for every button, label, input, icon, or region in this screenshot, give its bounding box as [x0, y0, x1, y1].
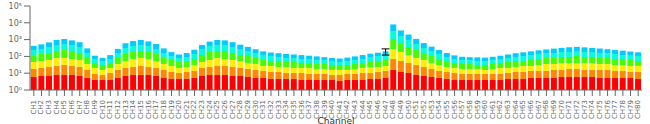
svg-text:CH47: CH47	[381, 100, 390, 120]
svg-text:CH46: CH46	[374, 100, 383, 120]
svg-text:CH63: CH63	[504, 100, 513, 120]
svg-text:CH78: CH78	[618, 100, 627, 120]
svg-text:CH30: CH30	[251, 100, 260, 120]
svg-text:CH21: CH21	[182, 100, 191, 120]
svg-text:CH69: CH69	[550, 100, 558, 120]
svg-text:CH22: CH22	[190, 100, 199, 120]
svg-text:CH65: CH65	[519, 100, 528, 120]
svg-text:CH31: CH31	[259, 100, 268, 120]
svg-text:CH67: CH67	[534, 100, 543, 120]
svg-text:CH1: CH1	[29, 100, 38, 115]
svg-text:CH60: CH60	[481, 100, 490, 120]
svg-text:CH23: CH23	[198, 100, 207, 120]
svg-text:CH36: CH36	[297, 100, 306, 120]
svg-text:CH77: CH77	[611, 100, 620, 120]
svg-text:CH14: CH14	[129, 100, 138, 120]
svg-text:10⁴: 10⁴	[9, 19, 22, 28]
svg-text:CH35: CH35	[289, 100, 298, 120]
svg-text:CH9: CH9	[91, 100, 99, 115]
svg-text:CH4: CH4	[52, 100, 61, 115]
svg-text:CH74: CH74	[588, 100, 597, 120]
svg-text:CH64: CH64	[511, 100, 520, 120]
svg-text:CH20: CH20	[175, 100, 184, 120]
svg-text:CH70: CH70	[557, 100, 566, 120]
svg-text:CH6: CH6	[68, 100, 77, 115]
svg-text:Channel: Channel	[318, 116, 355, 124]
svg-text:CH5: CH5	[60, 100, 69, 115]
svg-text:CH3: CH3	[45, 100, 54, 115]
svg-text:CH26: CH26	[221, 100, 230, 120]
svg-text:10¹: 10¹	[9, 69, 22, 78]
svg-text:CH53: CH53	[427, 100, 436, 120]
svg-text:CH61: CH61	[488, 100, 497, 120]
svg-text:10³: 10³	[9, 35, 22, 44]
svg-text:10²: 10²	[9, 52, 22, 61]
svg-text:CH51: CH51	[412, 100, 421, 120]
svg-text:CH50: CH50	[404, 100, 413, 120]
svg-text:CH13: CH13	[121, 100, 130, 120]
svg-text:CH56: CH56	[450, 100, 459, 120]
svg-text:CH80: CH80	[634, 100, 642, 119]
svg-text:CH44: CH44	[358, 100, 367, 120]
svg-text:10⁰: 10⁰	[9, 86, 22, 95]
svg-text:CH52: CH52	[420, 100, 428, 120]
svg-text:CH73: CH73	[580, 100, 589, 120]
svg-text:CH58: CH58	[465, 100, 474, 120]
svg-text:CH12: CH12	[114, 100, 122, 120]
svg-text:CH10: CH10	[98, 100, 107, 120]
svg-text:CH17: CH17	[152, 100, 161, 120]
svg-text:CH28: CH28	[236, 100, 245, 120]
svg-text:CH11: CH11	[106, 100, 115, 120]
svg-text:CH48: CH48	[389, 100, 398, 120]
svg-text:CH45: CH45	[366, 100, 375, 120]
svg-text:CH55: CH55	[442, 100, 451, 120]
svg-text:CH25: CH25	[213, 100, 222, 120]
svg-text:CH24: CH24	[205, 100, 214, 120]
svg-text:CH62: CH62	[496, 100, 505, 120]
svg-text:CH2: CH2	[37, 100, 46, 115]
svg-text:CH19: CH19	[167, 100, 176, 120]
svg-text:CH8: CH8	[83, 100, 92, 115]
svg-text:CH33: CH33	[274, 100, 283, 120]
svg-text:CH76: CH76	[603, 100, 612, 120]
svg-text:CH29: CH29	[244, 100, 252, 120]
svg-text:CH71: CH71	[565, 100, 574, 120]
svg-text:CH34: CH34	[282, 100, 291, 120]
svg-text:CH7: CH7	[75, 100, 84, 115]
svg-text:CH27: CH27	[228, 100, 237, 120]
svg-text:CH54: CH54	[435, 100, 444, 120]
svg-text:CH72: CH72	[573, 100, 581, 120]
svg-text:CH66: CH66	[527, 100, 536, 120]
svg-text:CH18: CH18	[159, 100, 168, 120]
svg-text:CH32: CH32	[267, 100, 275, 120]
svg-text:CH37: CH37	[305, 100, 314, 120]
svg-text:CH68: CH68	[542, 100, 551, 120]
svg-text:CH75: CH75	[595, 100, 604, 120]
svg-text:CH79: CH79	[626, 100, 635, 120]
svg-text:CH59: CH59	[473, 100, 482, 120]
svg-text:CH16: CH16	[144, 100, 153, 120]
svg-text:CH49: CH49	[397, 100, 405, 120]
svg-text:CH15: CH15	[136, 100, 145, 120]
svg-text:10⁵: 10⁵	[9, 2, 22, 11]
svg-text:CH57: CH57	[458, 100, 467, 120]
